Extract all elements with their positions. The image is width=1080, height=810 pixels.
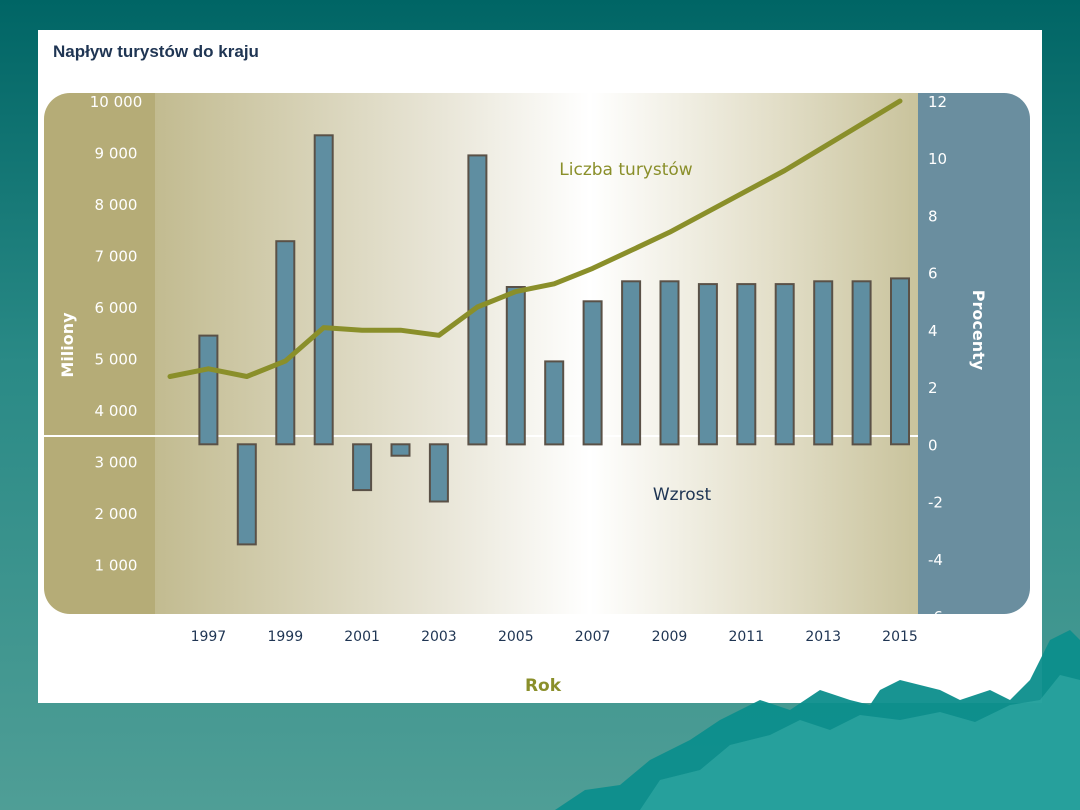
left-axis-ticks: 1 000 2 000 3 000 4 000 5 000 6 000 7 000 8 000… [90,93,143,575]
right-axis-ticks: -6 -4 -2 0 2 4 6 8 10 12 [928,93,947,626]
left-tick-label: 10 000 [90,93,143,111]
left-tick-label: 8 000 [95,196,138,214]
right-axis-label: Procenty [969,290,988,371]
growth-bar-2001 [352,443,373,492]
growth-bar-2010 [697,283,718,446]
chart-title: Napływ turystów do kraju [53,42,259,61]
x-tick-label: 2015 [882,629,918,645]
x-tick-label: 2011 [728,629,764,645]
left-tick-label: 1 000 [95,557,138,575]
right-axis-band [918,93,1030,614]
growth-bar-1997 [198,334,219,446]
growth-bar-2007 [582,300,603,446]
growth-bar-2008 [621,280,642,446]
growth-bar-2011 [736,283,757,446]
growth-bar-2004 [467,154,488,446]
growth-bar-2012 [774,283,795,446]
left-axis-label: Miliony [58,312,77,378]
line-series-label: Liczba turystów [559,160,692,180]
x-axis-ticks: 1997 1999 2001 2003 2005 2007 2009 2011 2013 2015 [191,629,918,645]
growth-bar-2013 [813,280,834,446]
x-tick-label: 2009 [652,629,688,645]
right-tick-label: -6 [928,608,943,626]
x-tick-label: 1997 [191,629,227,645]
growth-bar-2003 [428,443,449,503]
left-tick-label: 5 000 [95,351,138,369]
growth-bar-2009 [659,280,680,446]
left-tick-label: 2 000 [95,505,138,523]
x-tick-label: 2007 [575,629,611,645]
left-tick-label: 3 000 [95,454,138,472]
growth-bar-2006 [544,360,565,446]
bar-series-label: Wzrost [653,485,712,505]
x-axis-label: Rok [525,676,562,696]
x-tick-label: 2003 [421,629,457,645]
left-axis-band [44,93,160,614]
growth-bar-2005 [505,286,526,446]
left-tick-label: 9 000 [95,145,138,163]
right-tick-label: 12 [928,93,947,111]
tourists-line-group [167,98,903,379]
x-tick-label: 2013 [805,629,841,645]
right-tick-label: 6 [928,265,938,283]
right-tick-label: 4 [928,322,938,340]
right-tick-label: 8 [928,207,938,225]
right-tick-label: -4 [928,551,943,569]
growth-bar-2002 [390,443,411,457]
right-tick-label: 2 [928,379,938,397]
right-tick-label: -2 [928,494,943,512]
right-tick-label: 0 [928,436,938,454]
growth-bar-1999 [275,240,296,446]
growth-bar-2015 [890,277,910,446]
growth-bar-2000 [313,134,334,446]
left-tick-label: 4 000 [95,402,138,420]
tourists-line [167,98,903,379]
x-tick-label: 2005 [498,629,534,645]
growth-bar-2014 [851,280,872,446]
growth-bar-1998 [236,443,257,546]
left-tick-label: 6 000 [95,299,138,317]
x-tick-label: 1999 [267,629,303,645]
growth-bars [198,134,910,546]
left-tick-label: 7 000 [95,248,138,266]
right-tick-label: 10 [928,150,947,168]
x-tick-label: 2001 [344,629,380,645]
